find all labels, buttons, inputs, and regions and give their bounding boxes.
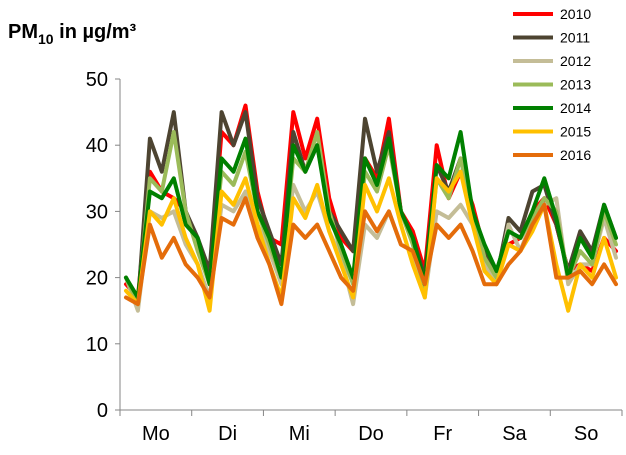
legend-label: 2016 (560, 147, 591, 163)
title-rest: in µg/m³ (54, 21, 137, 43)
series-line (124, 169, 618, 313)
legend-label: 2011 (560, 30, 590, 46)
x-tick-label: So (574, 423, 598, 445)
x-tick-label: Mo (142, 423, 170, 445)
y-tick-label: 50 (86, 69, 108, 91)
series-line (124, 130, 618, 300)
legend-label: 2010 (560, 6, 591, 22)
chart-title: PM10 in µg/m³ (8, 21, 137, 47)
x-tick-label: Mi (289, 423, 310, 445)
legend-label: 2012 (560, 53, 591, 69)
y-tick-label: 40 (86, 135, 108, 157)
x-tick-label: Sa (502, 423, 527, 445)
title-main: PM (8, 21, 38, 43)
title-sub: 10 (38, 31, 54, 47)
y-tick-label: 0 (97, 400, 108, 422)
legend-label: 2013 (560, 77, 591, 93)
legend-label: 2015 (560, 124, 591, 140)
series-line (124, 110, 618, 307)
x-tick-label: Fr (433, 423, 452, 445)
y-tick-label: 30 (86, 201, 108, 223)
y-tick-label: 20 (86, 268, 108, 290)
y-tick-label: 10 (86, 334, 108, 356)
x-tick-label: Do (358, 423, 384, 445)
series-line (124, 196, 618, 307)
legend-label: 2014 (560, 100, 591, 116)
x-tick-label: Di (218, 423, 237, 445)
